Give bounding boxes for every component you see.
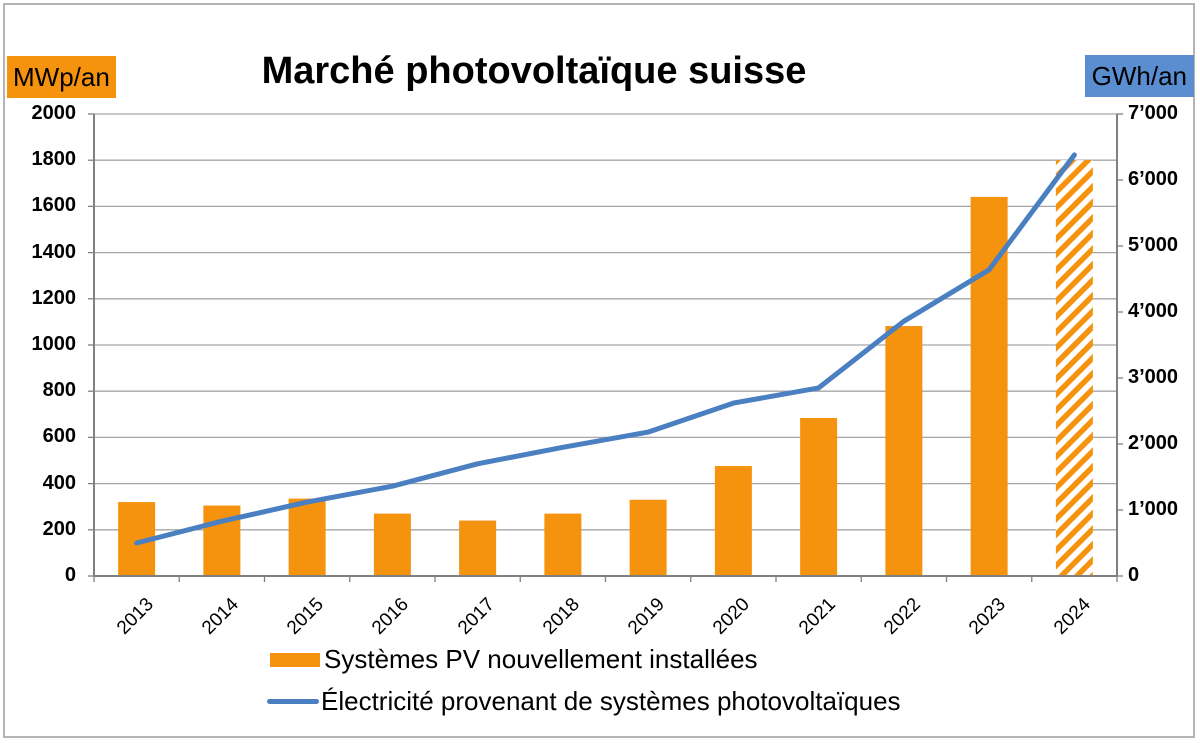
left-y-tick-label: 1200 — [31, 286, 77, 309]
axes — [88, 113, 1123, 582]
right-y-tick-label: 3’000 — [1128, 366, 1179, 388]
left-axis-unit-label: MWp/an — [7, 56, 116, 98]
bar-swatch-icon — [270, 652, 320, 667]
left-y-tick-label: 2000 — [31, 102, 77, 124]
right-y-tick-label: 7’000 — [1128, 102, 1179, 124]
right-y-tick-label: 0 — [1128, 564, 1140, 586]
left-y-tick-label: 1400 — [31, 240, 77, 263]
bar-2018 — [544, 513, 582, 576]
right-y-tick-label: 2’000 — [1128, 432, 1179, 454]
right-y-tick-label: 6’000 — [1128, 168, 1179, 190]
legend-bar-label: Systèmes PV nouvellement installées — [324, 644, 758, 674]
legend-line-label: Électricité provenant de systèmes photov… — [321, 686, 901, 716]
line-swatch-icon — [267, 699, 319, 704]
right-y-tick-label: 5’000 — [1128, 234, 1179, 256]
bar-2022 — [885, 326, 923, 576]
bar-2019 — [629, 499, 667, 576]
bar-2017 — [459, 520, 497, 576]
left-y-tick-label: 400 — [42, 471, 76, 494]
bar-2016 — [373, 513, 411, 576]
bar-2023 — [970, 196, 1008, 576]
chart-title: Marché photovoltaïque suisse — [0, 50, 1200, 93]
bar-series — [118, 160, 1093, 576]
bar-2020 — [714, 466, 752, 576]
right-axis-unit-label: GWh/an — [1084, 55, 1194, 97]
legend-item-line: Électricité provenant de systèmes photov… — [267, 686, 901, 717]
left-y-tick-label: 0 — [64, 564, 76, 586]
chart-title-text: Marché photovoltaïque suisse — [261, 50, 807, 92]
left-y-tick-label: 200 — [42, 517, 76, 540]
left-y-tick-label: 1600 — [31, 194, 77, 217]
bar-2015 — [288, 498, 326, 576]
left-y-tick-label: 800 — [42, 379, 76, 402]
bar-2024-estimate — [1055, 160, 1093, 576]
right-y-tick-label: 1’000 — [1128, 498, 1179, 520]
line-series — [134, 152, 1077, 546]
left-y-tick-label: 1000 — [31, 333, 77, 355]
bar-2021 — [800, 417, 838, 576]
gridlines — [94, 113, 1117, 531]
left-y-tick-label: 600 — [42, 425, 76, 448]
legend-item-bars: Systèmes PV nouvellement installées — [270, 644, 758, 675]
right-y-tick-label: 4’000 — [1128, 300, 1179, 322]
left-y-tick-label: 1800 — [31, 148, 77, 171]
